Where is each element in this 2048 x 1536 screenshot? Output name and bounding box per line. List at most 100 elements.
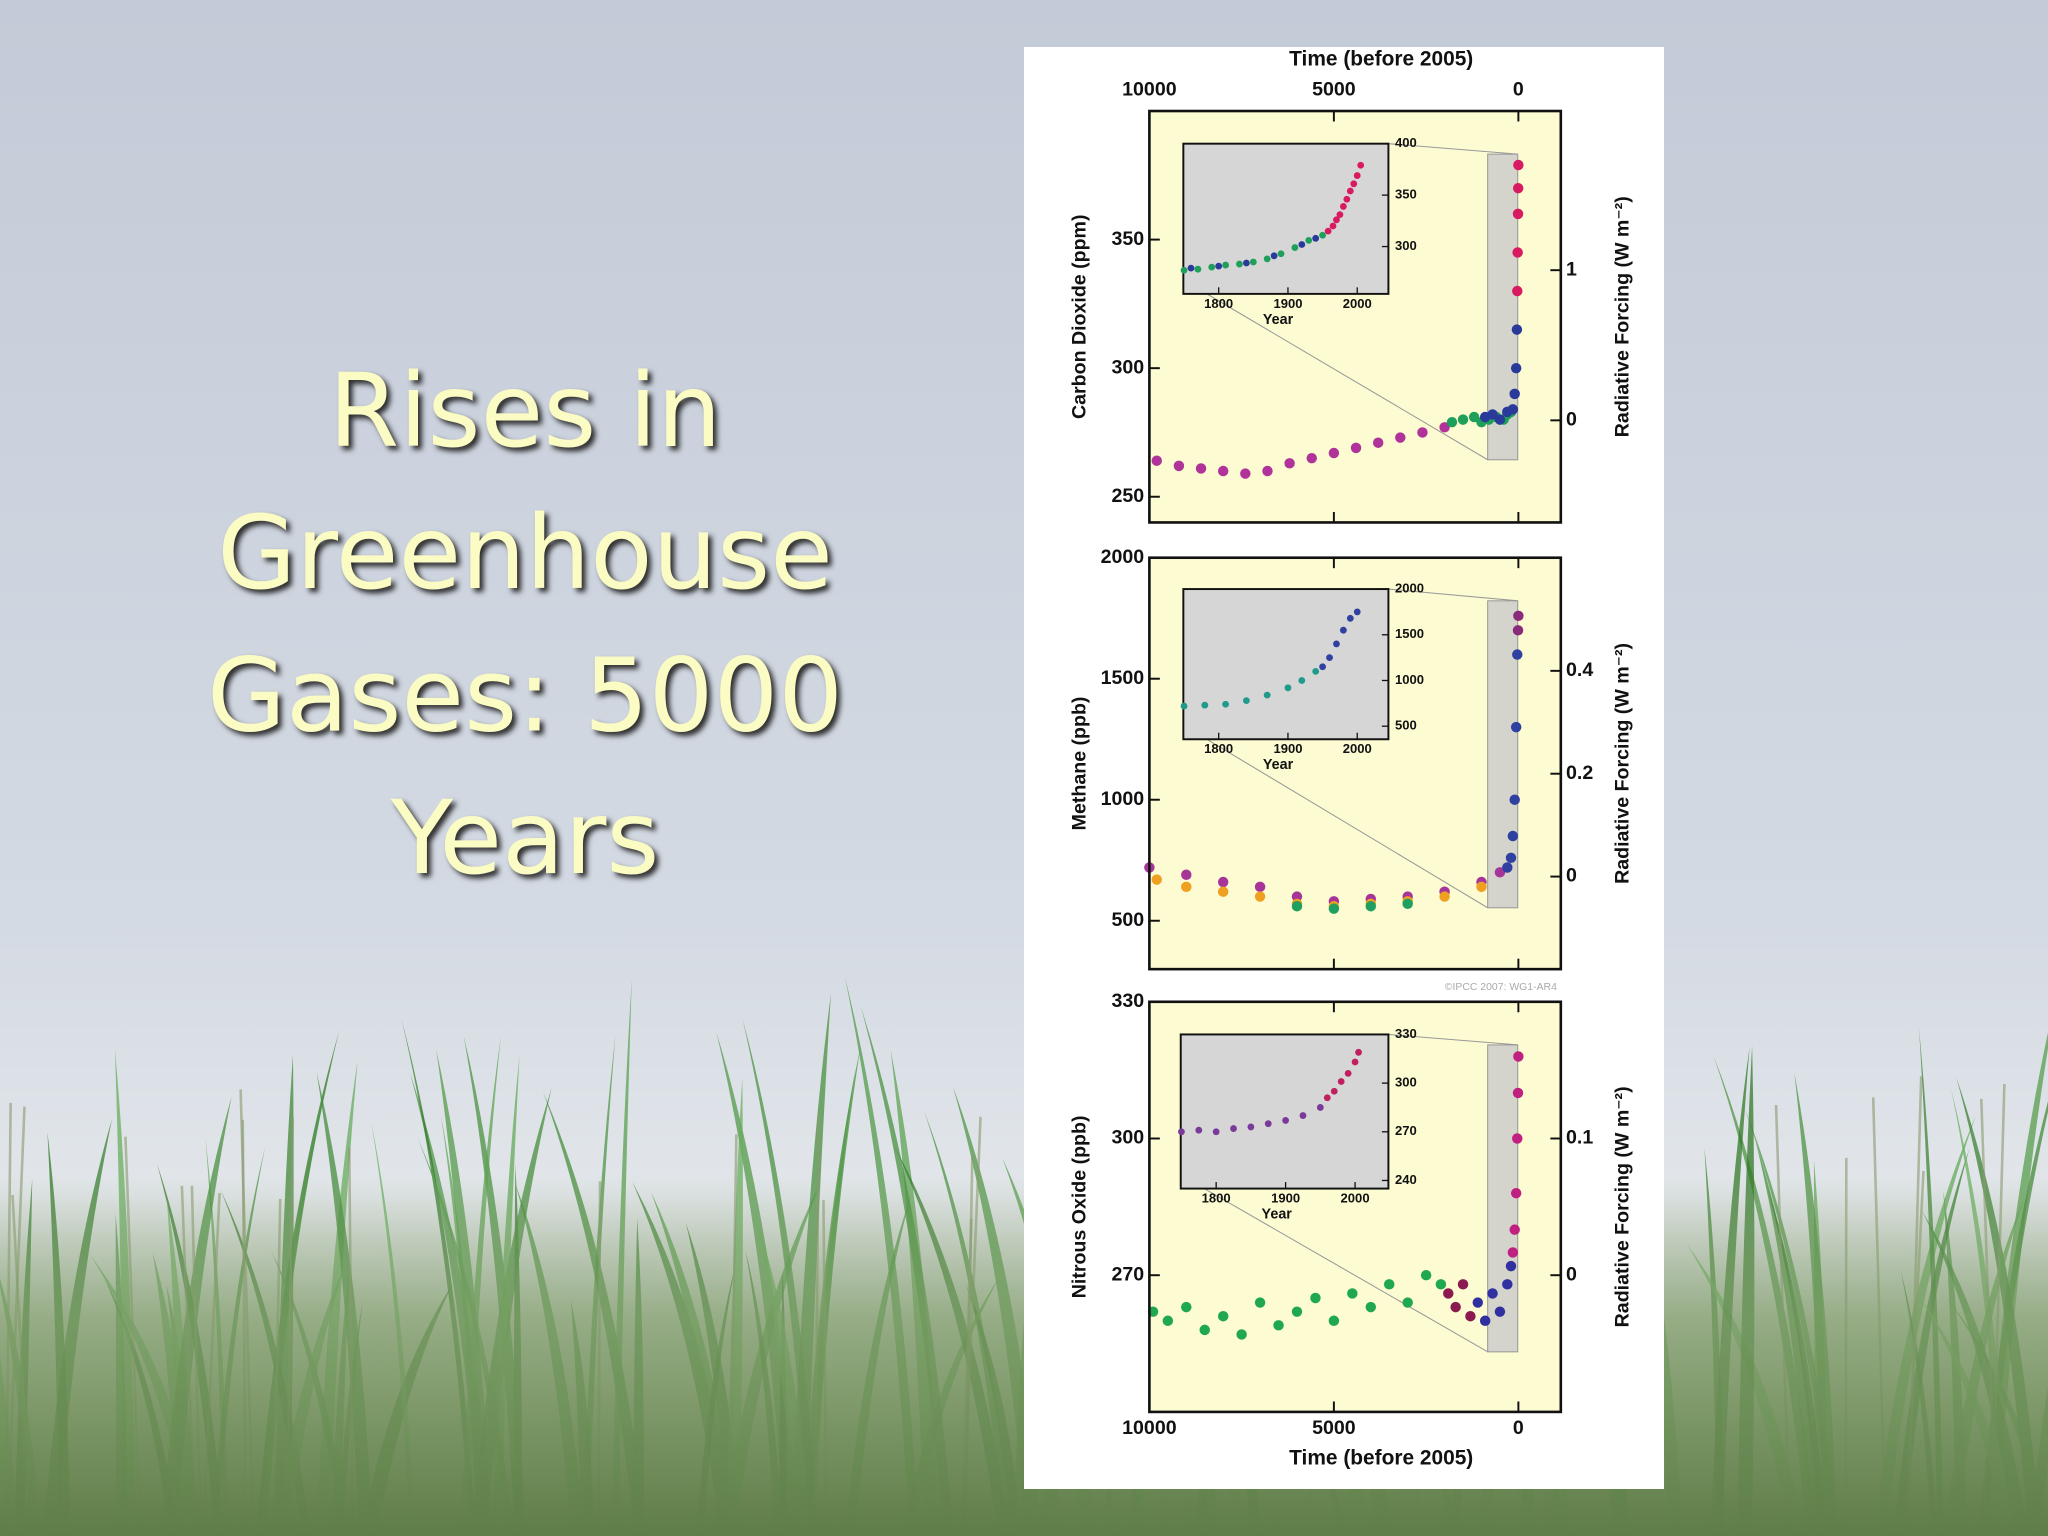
y2-tick-label: 0.1	[1566, 1127, 1593, 1149]
data-point	[1513, 1051, 1524, 1062]
inset-x-tick-label: 2000	[1343, 296, 1372, 311]
inset-x-tick-label: 1800	[1204, 296, 1233, 311]
data-point	[1254, 1297, 1266, 1308]
data-point	[1512, 285, 1523, 297]
credit: ©IPCC 2007: WG1-AR4	[1445, 982, 1557, 993]
inset-data-point	[1201, 701, 1209, 709]
data-point	[1291, 1306, 1303, 1317]
data-point	[1384, 1279, 1395, 1290]
slide-title-line: Gases: 5000	[207, 637, 843, 756]
data-point	[1510, 362, 1522, 374]
inset-data-point	[1249, 258, 1257, 266]
data-point	[1162, 1315, 1174, 1327]
x-tick-label: 10000	[1122, 78, 1177, 100]
data-point	[1513, 610, 1524, 622]
data-point	[1457, 414, 1469, 425]
connector	[1206, 293, 1488, 461]
inset-data-point	[1299, 1112, 1307, 1119]
y2-axis-label: Radiative Forcing (W m⁻²)	[1612, 1086, 1634, 1327]
inset-x-tick-label: 1800	[1204, 741, 1233, 756]
inset-data-point	[1263, 691, 1271, 699]
y-tick-label: 300	[1111, 356, 1144, 378]
inset-data-point	[1333, 216, 1340, 224]
data-point	[1512, 182, 1524, 194]
inset-data-point	[1351, 1058, 1359, 1066]
y2-tick-label: 1	[1566, 258, 1577, 280]
inset-y-tick-label: 240	[1395, 1172, 1417, 1187]
y2-tick-label: 0.2	[1566, 762, 1593, 784]
data-point	[1328, 447, 1340, 459]
inset-x-tick-label: 1800	[1202, 1190, 1231, 1205]
y-tick-label: 1500	[1101, 667, 1145, 689]
data-point	[1195, 463, 1207, 474]
inset-x-tick-label: 1900	[1271, 1190, 1300, 1205]
y-tick-label: 2000	[1101, 546, 1145, 568]
inset-y-tick-label: 1000	[1395, 672, 1424, 687]
y2-tick-label: 0	[1566, 865, 1577, 887]
inset-data-point	[1346, 187, 1354, 195]
inset-y-tick-label: 330	[1395, 1026, 1417, 1041]
inset-data-point	[1339, 626, 1347, 634]
inset-y-tick-label: 300	[1395, 238, 1417, 253]
inset-data-point	[1323, 1094, 1331, 1102]
x-tick-label: 10000	[1122, 1417, 1177, 1439]
y2-axis-label: Radiative Forcing (W m⁻²)	[1612, 196, 1634, 437]
data-point	[1487, 1288, 1498, 1299]
plot-frame	[1148, 109, 1563, 524]
inset-data-point	[1333, 640, 1340, 648]
inset-x-label: Year	[1262, 1206, 1293, 1222]
data-point	[1328, 1315, 1340, 1327]
inset-data-point	[1270, 252, 1278, 260]
data-point	[1151, 455, 1162, 466]
data-point	[1465, 1310, 1476, 1322]
inset-data-point	[1329, 222, 1337, 230]
data-point	[1402, 898, 1413, 910]
inset-data-point	[1324, 227, 1332, 235]
x-tick-label: 5000	[1312, 1417, 1356, 1439]
inset-data-point	[1312, 234, 1320, 242]
connector	[1388, 588, 1518, 602]
data-point	[1273, 1320, 1284, 1331]
data-point	[1505, 1260, 1517, 1272]
data-point	[1494, 414, 1506, 425]
data-point	[1510, 721, 1522, 733]
inset-data-point	[1215, 262, 1223, 270]
y2-axis-label: Radiative Forcing (W m⁻²)	[1612, 643, 1634, 884]
data-point	[1435, 1279, 1447, 1290]
inset-data-point	[1187, 264, 1195, 272]
inset-data-point	[1357, 161, 1365, 169]
data-point	[1512, 1087, 1524, 1099]
slide-title-line: Rises in	[328, 352, 721, 471]
data-point	[1365, 1301, 1377, 1313]
data-point	[1510, 1187, 1522, 1199]
inset-data-point	[1180, 702, 1188, 710]
data-point	[1417, 427, 1428, 438]
data-point	[1511, 324, 1523, 335]
inset-data-point	[1330, 1087, 1338, 1095]
inset-data-point	[1208, 263, 1216, 271]
data-point	[1509, 388, 1520, 400]
inset-y-tick-label: 270	[1395, 1123, 1417, 1138]
y-tick-label: 300	[1111, 1127, 1144, 1149]
inset-x-label: Year	[1263, 757, 1294, 773]
inset-data-point	[1305, 236, 1313, 244]
inset-data-point	[1343, 195, 1351, 203]
x-axis-label: Time (before 2005)	[1289, 1446, 1473, 1469]
data-point	[1487, 409, 1498, 420]
inset-area	[1182, 588, 1390, 741]
data-point	[1181, 869, 1192, 880]
data-point	[1402, 1297, 1413, 1308]
data-point	[1291, 891, 1303, 902]
y-tick-label: 250	[1111, 485, 1144, 507]
data-point	[1443, 1288, 1454, 1299]
data-point	[1476, 881, 1487, 893]
data-point	[1328, 903, 1340, 914]
inset-data-point	[1194, 265, 1202, 273]
inset-y-tick-label: 500	[1395, 718, 1417, 733]
slide-title: Rises in Greenhouse Gases: 5000 Years	[207, 352, 843, 898]
y2-tick-label: 0	[1566, 409, 1577, 431]
inset-x-label: Year	[1263, 312, 1294, 328]
y-axis-label: Nitrous Oxide (ppb)	[1068, 1115, 1090, 1298]
slide-title-line: Years	[390, 779, 660, 898]
inset-y-tick-label: 350	[1395, 187, 1417, 202]
